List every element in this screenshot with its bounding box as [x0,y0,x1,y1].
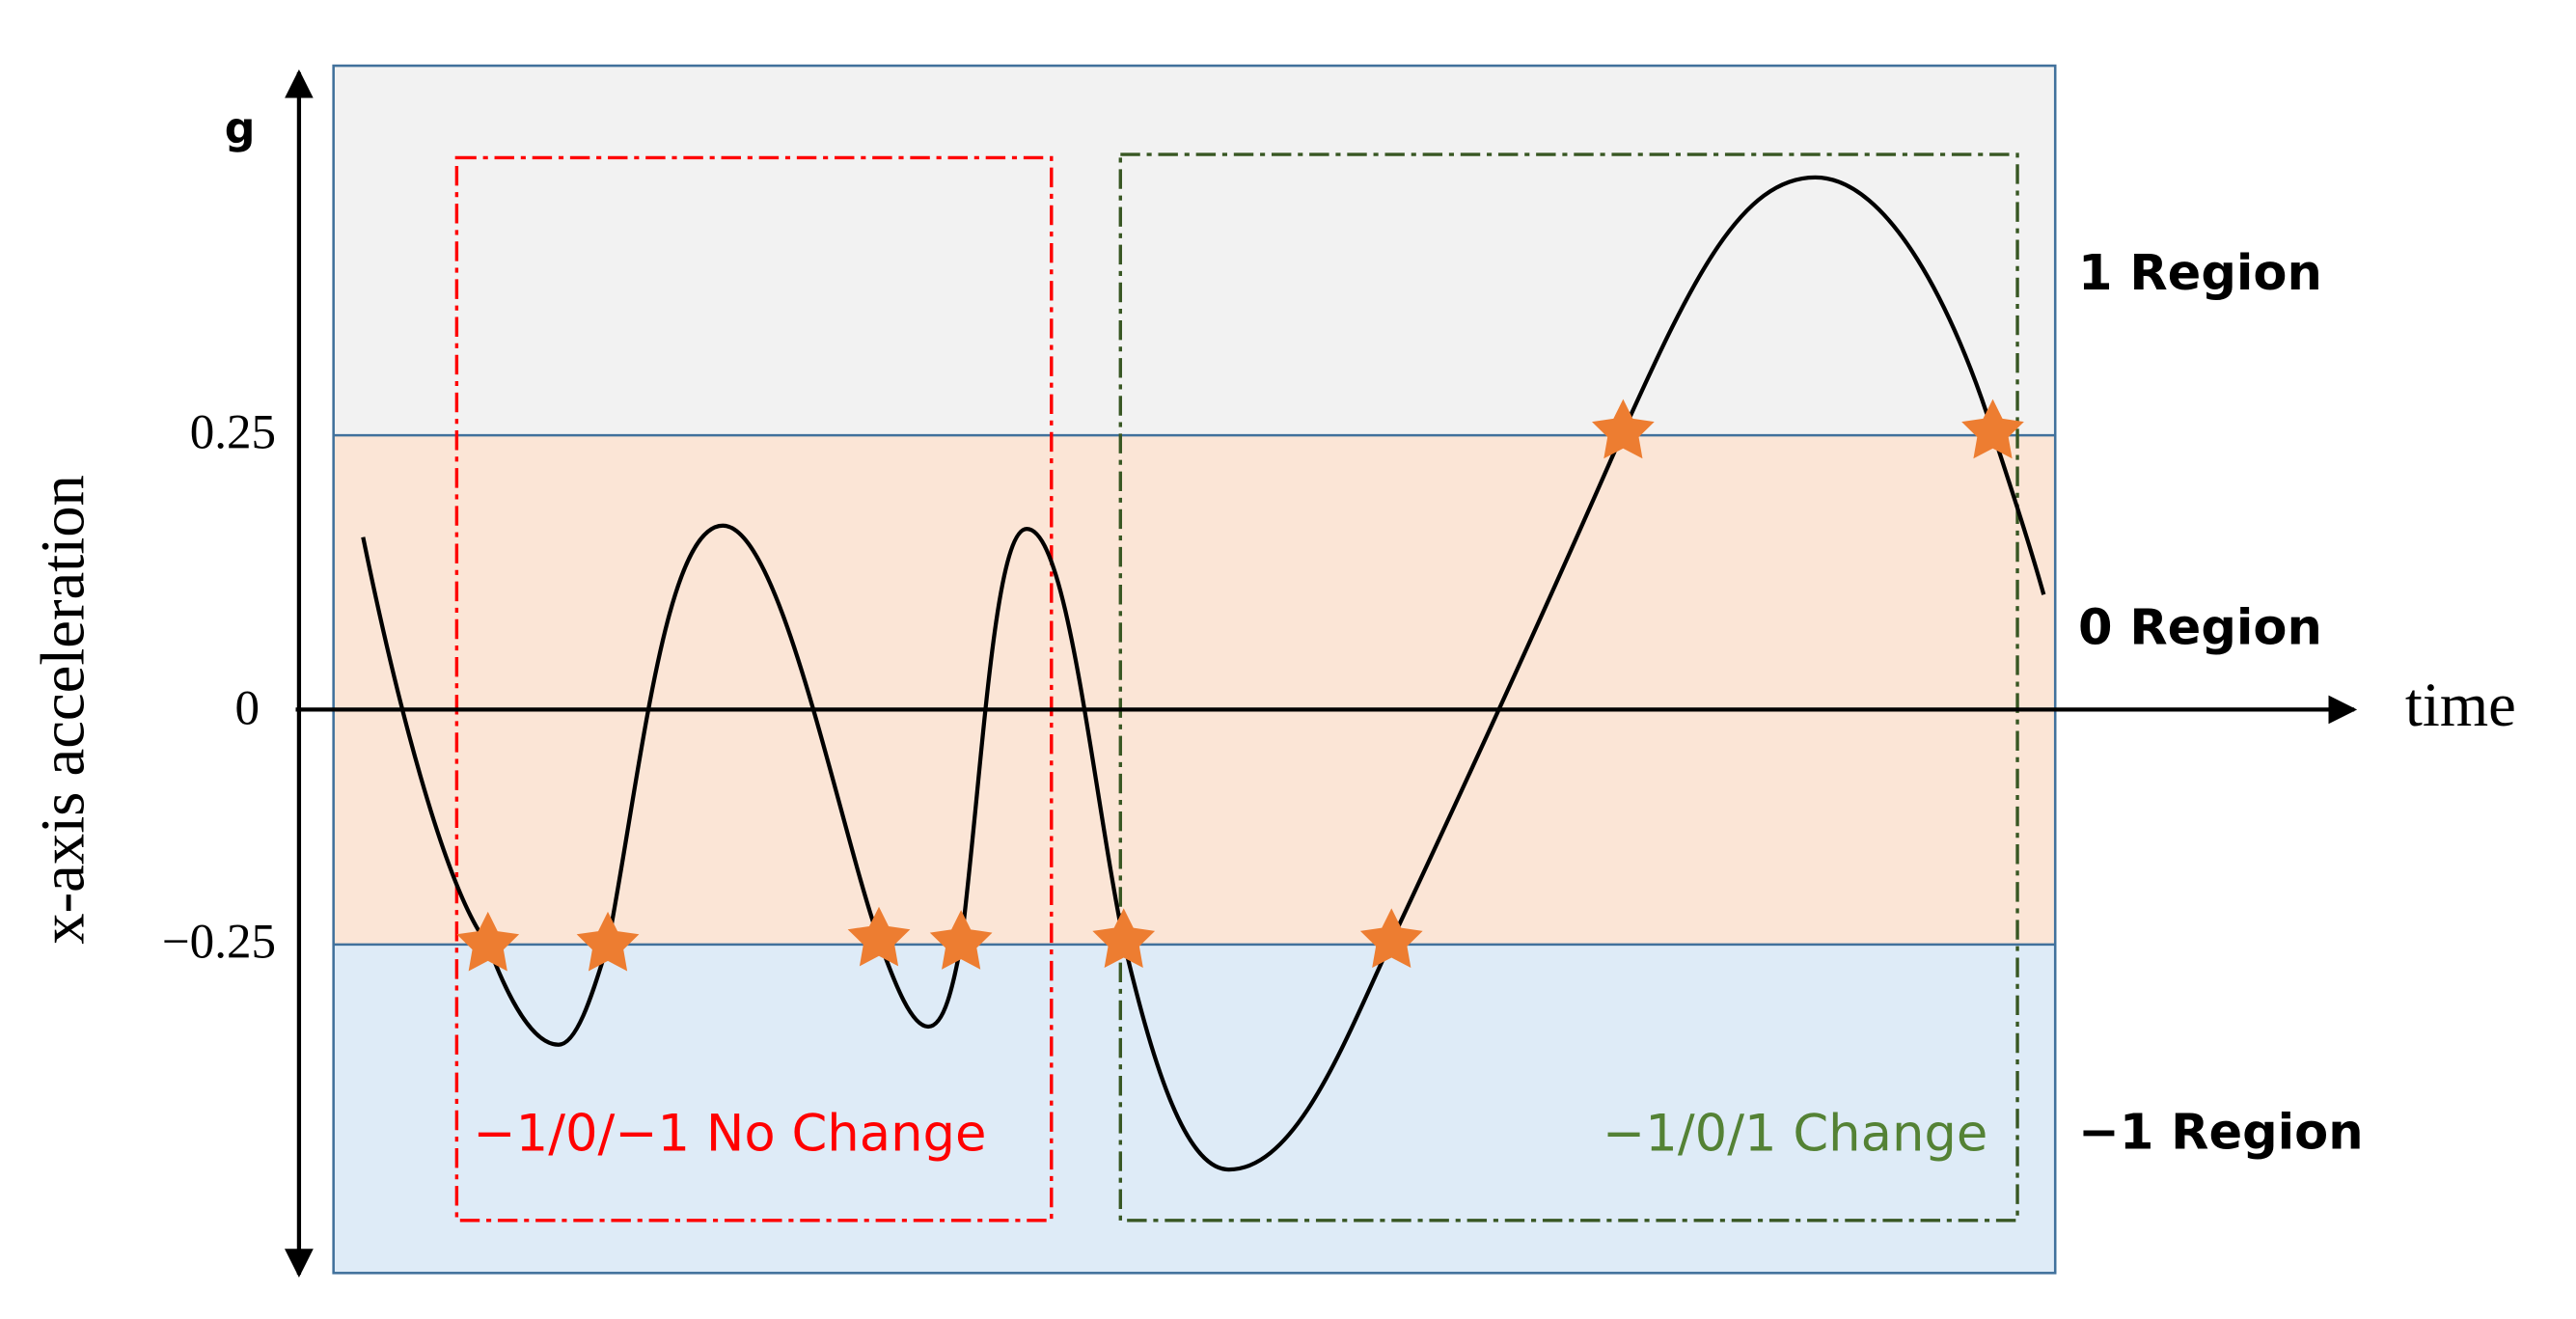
region-minus-1 [333,944,2056,1274]
regions [332,64,2057,1275]
region-label: −1 Region [2078,1104,2364,1161]
region-label: 1 Region [2078,245,2322,302]
y-axis-label: x-axis acceleration [27,475,96,945]
tick-label: 0 [235,681,260,736]
region-0 [333,435,2056,945]
box-label: −1/0/1 Change [1603,1105,1987,1164]
region-1 [333,66,2056,436]
plot-border [332,64,2057,1275]
region-label: 0 Region [2078,600,2322,657]
box-label: −1/0/−1 No Change [473,1105,986,1164]
x-axis-label: time [2405,670,2516,739]
tick-label: 0.25 [190,405,276,460]
change-box [1118,152,2019,1223]
no-change-box [454,155,1054,1223]
tick-label: −0.25 [162,914,276,969]
unit-label: g [225,104,256,153]
